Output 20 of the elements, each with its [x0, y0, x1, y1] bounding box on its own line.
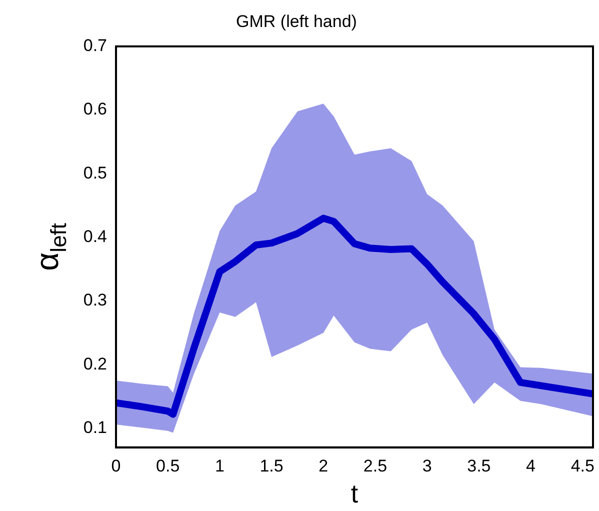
- y-tick-label: 0.7: [83, 36, 107, 56]
- x-tick-label: 4.5: [570, 456, 594, 476]
- y-tick-label: 0.3: [83, 290, 107, 310]
- y-tick-label: 0.2: [83, 354, 107, 374]
- x-tick-label: 4: [526, 456, 536, 476]
- y-tick-label: 0.5: [83, 163, 107, 182]
- x-tick-label: 2: [318, 456, 328, 476]
- x-tick-label: 3.5: [467, 456, 491, 476]
- x-tick-label: 1: [214, 456, 224, 476]
- chart-title: GMR (left hand): [236, 12, 357, 31]
- x-tick-label: 1.5: [260, 456, 284, 476]
- x-axis-title: t: [350, 478, 359, 509]
- y-tick-label: 0.1: [83, 418, 107, 437]
- y-tick-label: 0.4: [83, 227, 107, 246]
- x-tick-label: 2.5: [363, 456, 388, 476]
- x-tick-label: 3: [422, 456, 432, 476]
- y-axis-title: αleft: [29, 222, 71, 271]
- x-tick-label: 0.5: [156, 456, 180, 476]
- y-tick-label: 0.6: [83, 100, 107, 119]
- x-tick-label: 0: [111, 456, 121, 476]
